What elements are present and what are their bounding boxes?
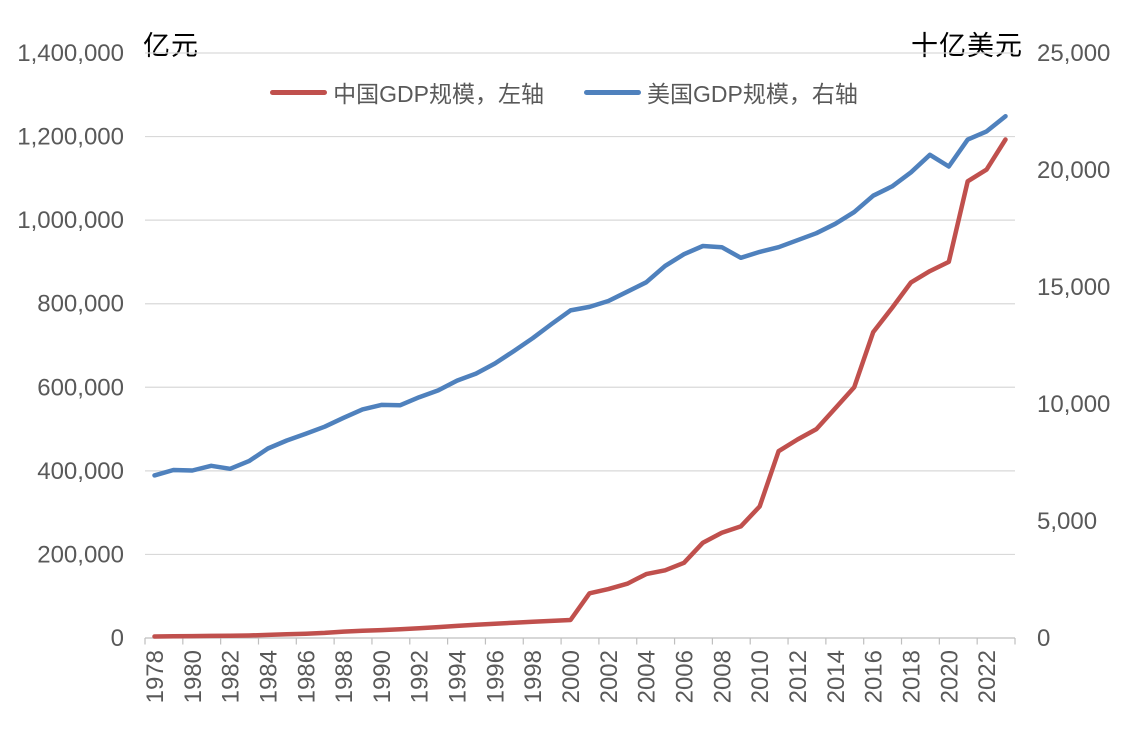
x-axis-tick-label: 2010 [747,650,774,703]
legend-item-china-gdp: 中国GDP规模，左轴 [270,75,544,109]
x-axis-tick-label: 1996 [482,650,509,703]
x-axis-tick-label: 2002 [596,650,623,703]
series-line-china-gdp [152,137,1008,639]
x-axis-tick-label: 2000 [558,650,585,703]
x-axis-tick-label: 1978 [142,650,169,703]
x-axis-tick-label: 1982 [218,650,245,703]
left-axis-tick-label: 400,000 [37,458,124,485]
legend-item-us-gdp: 美国GDP规模，右轴 [584,75,858,109]
x-axis-tick-label: 2006 [672,650,699,703]
chart-legend: 中国GDP规模，左轴 美国GDP规模，右轴 [0,75,1128,109]
x-axis-tick-label: 2004 [634,650,661,703]
x-axis-tick-label: 1990 [369,650,396,703]
x-axis-tick-label: 1984 [255,650,282,703]
left-axis-tick-label: 1,400,000 [17,40,124,67]
legend-line-swatch-china [270,89,328,95]
right-axis-tick-label: 5,000 [1037,508,1097,535]
x-axis-tick-label: 2020 [936,650,963,703]
right-axis-title: 十亿美元 [911,31,1023,62]
x-axis-tick-label: 2008 [709,650,736,703]
left-axis-tick-label: 1,200,000 [17,124,124,151]
x-axis-tick-label: 2018 [898,650,925,703]
legend-label-us: 美国GDP规模，右轴 [647,81,858,107]
left-axis-tick-label: 1,000,000 [17,207,124,234]
x-axis-tick-label: 1988 [331,650,358,703]
right-axis-tick-label: 0 [1037,625,1050,652]
series-line-us-gdp [152,113,1008,478]
x-axis-tick-label: 1992 [407,650,434,703]
left-axis-title: 亿元 [143,31,199,62]
right-axis-tick-label: 15,000 [1037,274,1110,301]
legend-label-china: 中国GDP规模，左轴 [333,81,544,107]
x-axis-tick-label: 2014 [823,650,850,703]
left-axis-tick-label: 0 [111,625,124,652]
right-axis-tick-label: 20,000 [1037,157,1110,184]
x-axis-tick-label: 1998 [520,650,547,703]
x-axis-tick-label: 2012 [785,650,812,703]
x-axis-tick-label: 1994 [445,650,472,703]
left-axis-tick-label: 800,000 [37,291,124,318]
x-axis-tick-label: 1980 [180,650,207,703]
x-axis-tick-label: 2022 [974,650,1001,703]
left-axis-tick-label: 200,000 [37,541,124,568]
x-axis-tick-label: 1986 [293,650,320,703]
right-axis-tick-label: 25,000 [1037,40,1110,67]
x-axis-tick-label: 2016 [861,650,888,703]
right-axis-tick-label: 10,000 [1037,391,1110,418]
left-axis-tick-label: 600,000 [37,374,124,401]
legend-line-swatch-us [584,89,641,95]
